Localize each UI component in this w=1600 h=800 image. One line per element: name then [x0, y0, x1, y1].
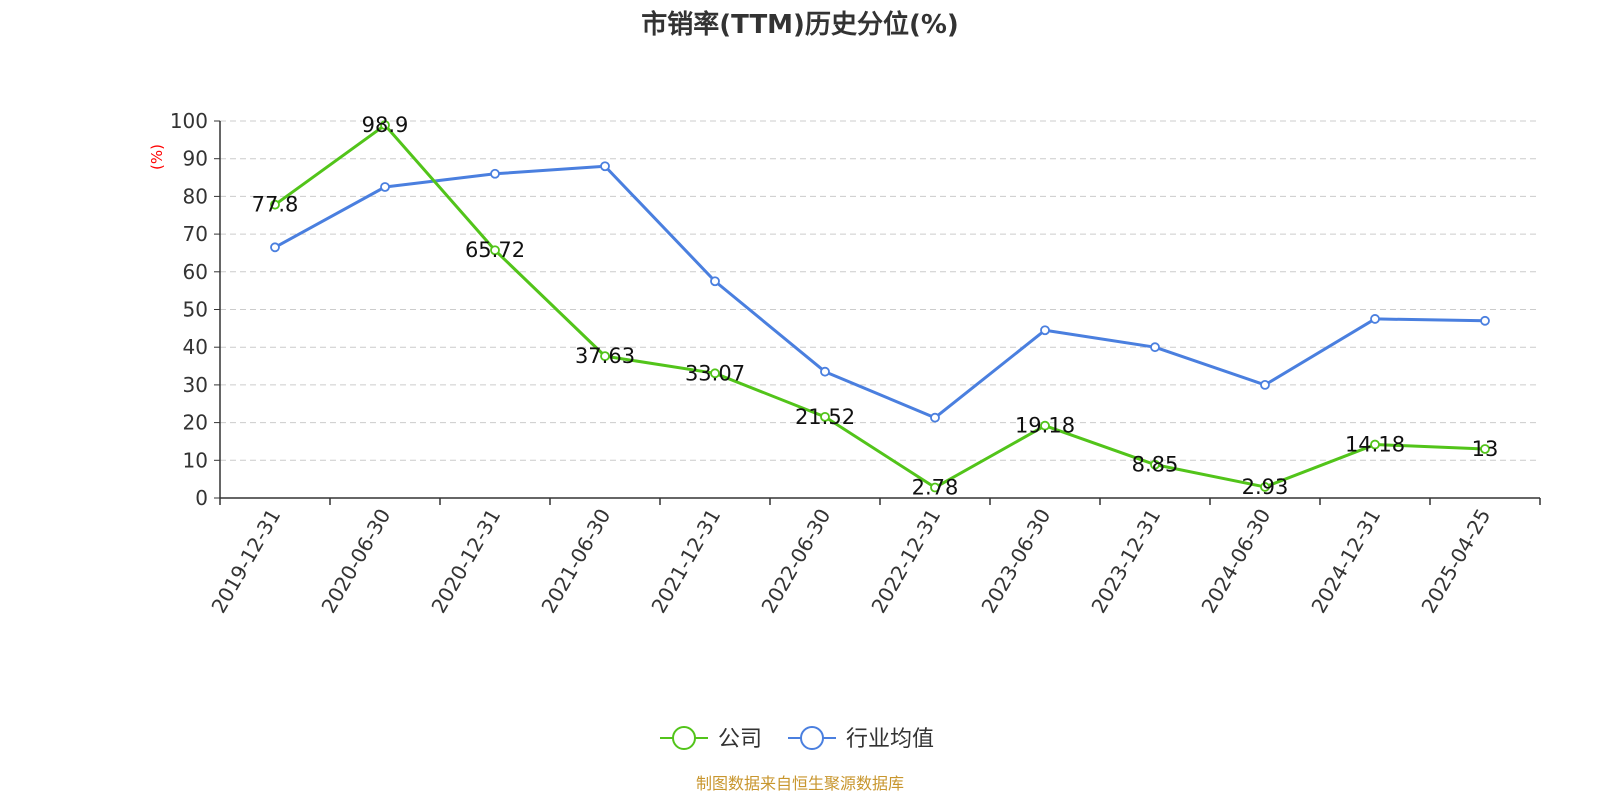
- x-tick-label: 2020-06-30: [316, 505, 395, 618]
- x-tick-label: 2021-12-31: [646, 505, 725, 618]
- legend-company-marker: [672, 726, 696, 750]
- legend-item-company[interactable]: 公司: [660, 726, 762, 752]
- data-point-industry: [270, 242, 280, 253]
- y-tick-label: 80: [183, 184, 208, 208]
- legend-industry-label: 行业均值: [846, 727, 934, 752]
- data-point-industry: [1480, 315, 1490, 326]
- y-axis-unit: (%): [148, 144, 166, 170]
- legend-company-label: 公司: [718, 727, 762, 752]
- data-point-industry: [600, 161, 610, 172]
- y-tick-label: 90: [183, 147, 208, 171]
- gridlines: [220, 120, 1540, 461]
- axes: 0 10 20 30 40 50 60 70 80 90 100 2019-12-31 2020-06-…: [170, 109, 1541, 618]
- x-tick-label: 2025-04-25: [1416, 505, 1495, 618]
- x-tick-label: 2022-06-30: [756, 505, 835, 618]
- series-lines: [270, 120, 1490, 493]
- data-point-industry: [1260, 379, 1270, 390]
- data-label: 33.07: [685, 361, 745, 385]
- data-label: 98.9: [362, 113, 409, 137]
- data-label: 8.85: [1132, 453, 1179, 477]
- y-tick-label: 10: [183, 448, 208, 472]
- data-point-industry: [1040, 325, 1050, 336]
- series-line-company: [274, 123, 1486, 490]
- legend[interactable]: 公司 行业均值: [660, 726, 934, 752]
- data-point-industry: [930, 412, 940, 423]
- data-point-industry: [380, 182, 390, 192]
- x-tick-label: 2019-12-31: [206, 505, 285, 618]
- data-label: 14.18: [1345, 433, 1405, 457]
- data-label: 77.8: [252, 193, 299, 217]
- y-tick-label: 0: [195, 486, 208, 510]
- data-label: 21.52: [795, 405, 855, 429]
- x-tick-label: 2024-12-31: [1306, 505, 1385, 618]
- data-point-company: [270, 199, 280, 210]
- data-point-industry: [490, 168, 500, 179]
- data-point-company: [930, 482, 940, 493]
- y-tick-label: 50: [183, 298, 208, 322]
- data-point-industry: [710, 276, 720, 287]
- y-tick-label: 70: [183, 222, 208, 246]
- data-point-company: [1260, 482, 1270, 492]
- data-label: 2.93: [1242, 475, 1289, 499]
- legend-item-industry[interactable]: 行业均值: [788, 726, 934, 752]
- data-source-note: 制图数据来自恒生聚源数据库: [696, 774, 904, 793]
- x-tick-label: 2022-12-31: [866, 505, 945, 618]
- chart-title: 市销率(TTM)历史分位(%): [641, 9, 959, 40]
- data-point-company: [490, 245, 500, 256]
- data-label: 65.72: [465, 238, 525, 262]
- x-tick-label: 2020-12-31: [426, 505, 505, 618]
- x-tick-label: 2023-06-30: [976, 505, 1055, 618]
- data-point-company: [710, 368, 720, 379]
- series-line-industry: [274, 164, 1486, 420]
- data-point-company: [1480, 444, 1490, 454]
- legend-industry-marker: [800, 726, 824, 750]
- data-point-company: [820, 411, 830, 422]
- y-tick-label: 100: [170, 109, 208, 133]
- data-label: 2.78: [912, 476, 959, 500]
- y-tick-label: 20: [183, 411, 208, 435]
- data-point-company: [600, 351, 610, 362]
- data-point-industry: [820, 366, 830, 377]
- y-tick-label: 30: [183, 373, 208, 397]
- data-point-company: [1040, 420, 1050, 431]
- data-point-company: [1370, 439, 1380, 450]
- data-label: 37.63: [575, 344, 635, 368]
- y-tick-label: 40: [183, 335, 208, 359]
- x-tick-label: 2023-12-31: [1086, 505, 1165, 618]
- data-point-industry: [1370, 314, 1380, 324]
- y-tick-label: 60: [183, 260, 208, 284]
- data-point-industry: [1150, 342, 1160, 353]
- data-point-company: [1150, 459, 1160, 470]
- data-label: 13: [1472, 437, 1499, 461]
- data-label: 19.18: [1015, 414, 1075, 438]
- x-tick-label: 2024-06-30: [1196, 505, 1275, 618]
- data-point-company: [380, 120, 390, 131]
- data-labels: 77.8 98.9 65.72 37.63 33.07 21.52 2.78 19.18 8.8…: [252, 113, 1499, 499]
- x-tick-label: 2021-06-30: [536, 505, 615, 618]
